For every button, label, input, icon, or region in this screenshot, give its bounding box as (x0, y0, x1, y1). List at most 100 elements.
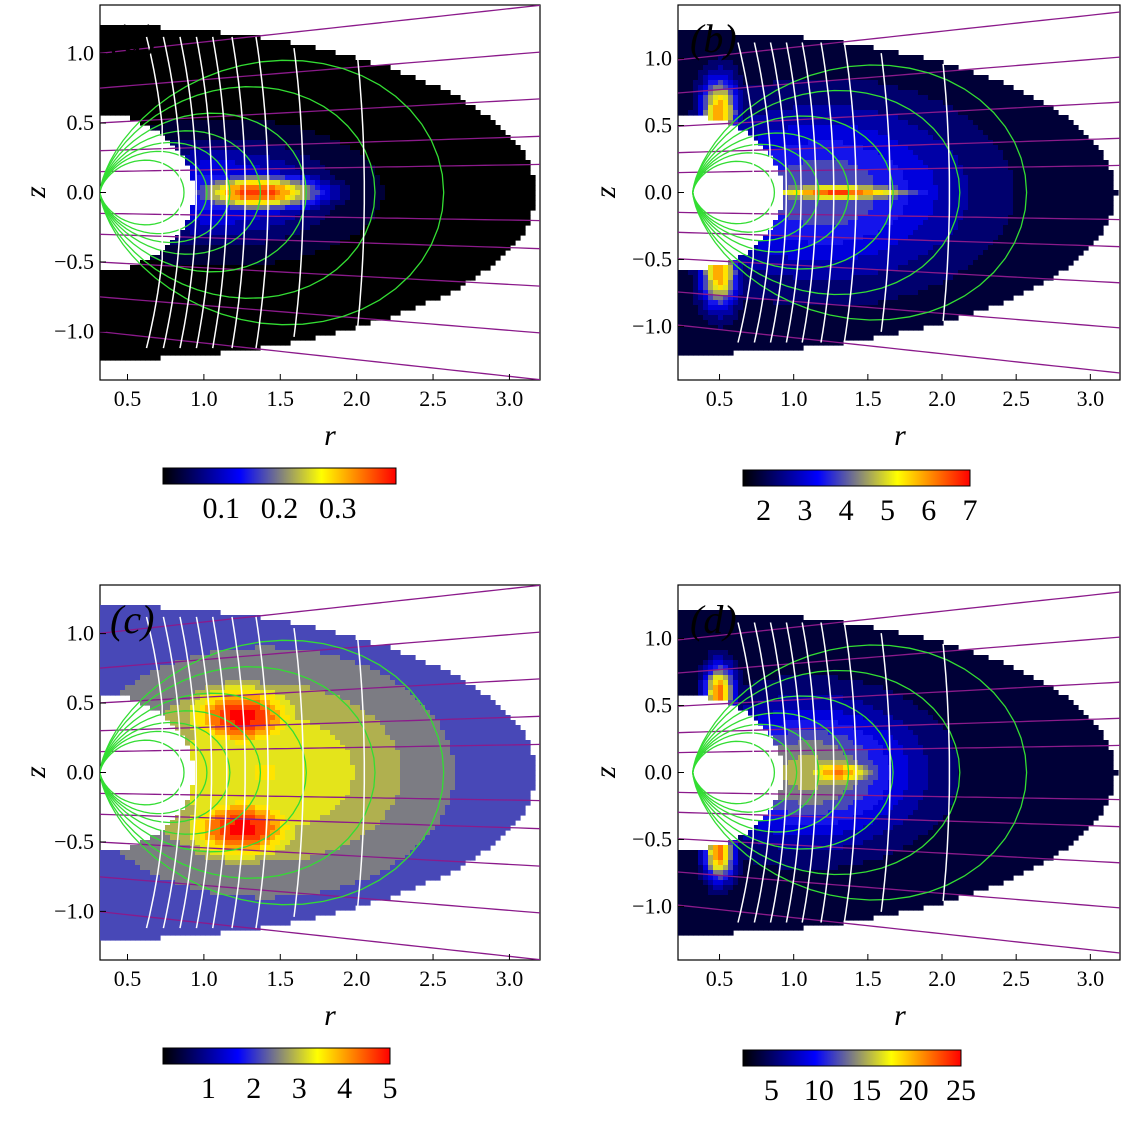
heat-cell (370, 65, 376, 71)
heat-cell (275, 195, 281, 201)
heat-cell (315, 305, 321, 311)
heat-cell (330, 260, 336, 266)
heat-cell (170, 105, 176, 111)
heat-cell (265, 325, 271, 331)
heat-cell (270, 55, 276, 61)
heat-cell (500, 195, 506, 201)
heat-cell (340, 325, 346, 331)
heat-cell (175, 70, 181, 76)
heat-cell (195, 125, 201, 131)
heat-cell (400, 290, 406, 296)
heat-cell (335, 290, 341, 296)
heat-cell (320, 145, 326, 151)
heat-cell (295, 225, 301, 231)
heat-cell (430, 125, 436, 131)
heat-cell (170, 320, 176, 326)
heat-cell (525, 200, 531, 206)
heat-cell (683, 285, 689, 291)
heat-cell (280, 130, 286, 136)
heat-cell (275, 75, 281, 81)
heat-cell (490, 210, 496, 216)
heat-cell (445, 185, 451, 191)
heat-cell (115, 270, 121, 276)
heat-cell (420, 195, 426, 201)
heat-cell (370, 195, 376, 201)
heat-cell (520, 215, 526, 221)
heat-cell (340, 245, 346, 251)
heat-cell (365, 95, 371, 101)
heat-cell (275, 200, 281, 206)
heat-cell (310, 205, 316, 211)
heat-cell (430, 190, 436, 196)
heat-cell (150, 290, 156, 296)
heat-cell (400, 110, 406, 116)
heat-cell (220, 50, 226, 56)
heat-cell (290, 200, 296, 206)
heat-cell (500, 190, 506, 196)
heat-cell (280, 330, 286, 336)
heat-cell (768, 245, 774, 251)
heat-cell (470, 180, 476, 186)
heat-cell (190, 210, 196, 216)
heat-cell (230, 105, 236, 111)
heat-cell (390, 100, 396, 106)
heat-cell (395, 240, 401, 246)
heat-cell (733, 310, 739, 316)
heat-cell (480, 265, 486, 271)
heat-cell (330, 105, 336, 111)
heat-cell (225, 50, 231, 56)
heat-cell (703, 55, 709, 61)
heat-cell (743, 80, 749, 86)
heat-cell (300, 315, 306, 321)
heat-cell (215, 140, 221, 146)
heat-cell (190, 275, 196, 281)
heat-cell (330, 235, 336, 241)
heat-cell (465, 240, 471, 246)
heat-cell (708, 105, 714, 111)
heat-cell (250, 320, 256, 326)
heat-cell (360, 95, 366, 101)
heat-cell (220, 215, 226, 221)
heat-cell (190, 165, 196, 171)
heat-cell (250, 300, 256, 306)
heat-cell (255, 145, 261, 151)
heat-cell (205, 300, 211, 306)
heat-cell (110, 290, 116, 296)
heat-cell (260, 115, 266, 121)
heat-cell (140, 80, 146, 86)
heat-cell (395, 115, 401, 121)
heat-cell (285, 205, 291, 211)
heat-cell (315, 175, 321, 181)
heat-cell (315, 170, 321, 176)
heat-cell (758, 275, 764, 281)
heat-cell (195, 210, 201, 216)
heat-cell (135, 265, 141, 271)
heat-cell (713, 90, 719, 96)
heat-cell (415, 185, 421, 191)
heat-cell (375, 260, 381, 266)
heat-cell (215, 105, 221, 111)
heat-cell (185, 125, 191, 131)
heat-cell (773, 95, 779, 101)
heat-cell (763, 85, 769, 91)
heat-cell (748, 315, 754, 321)
heat-cell (360, 300, 366, 306)
heat-cell (345, 310, 351, 316)
heat-cell (160, 90, 166, 96)
heat-cell (380, 140, 386, 146)
heat-cell (200, 165, 206, 171)
heat-cell (485, 235, 491, 241)
heat-cell (205, 225, 211, 231)
heat-cell (155, 95, 161, 101)
heat-cell (110, 80, 116, 86)
heat-cell (345, 290, 351, 296)
heat-cell (450, 260, 456, 266)
heat-cell (220, 230, 226, 236)
heat-cell (250, 250, 256, 256)
heat-cell (515, 230, 521, 236)
heat-cell (445, 175, 451, 181)
heat-cell (355, 220, 361, 226)
heat-cell (330, 190, 336, 196)
heat-cell (450, 215, 456, 221)
heat-cell (718, 350, 724, 356)
